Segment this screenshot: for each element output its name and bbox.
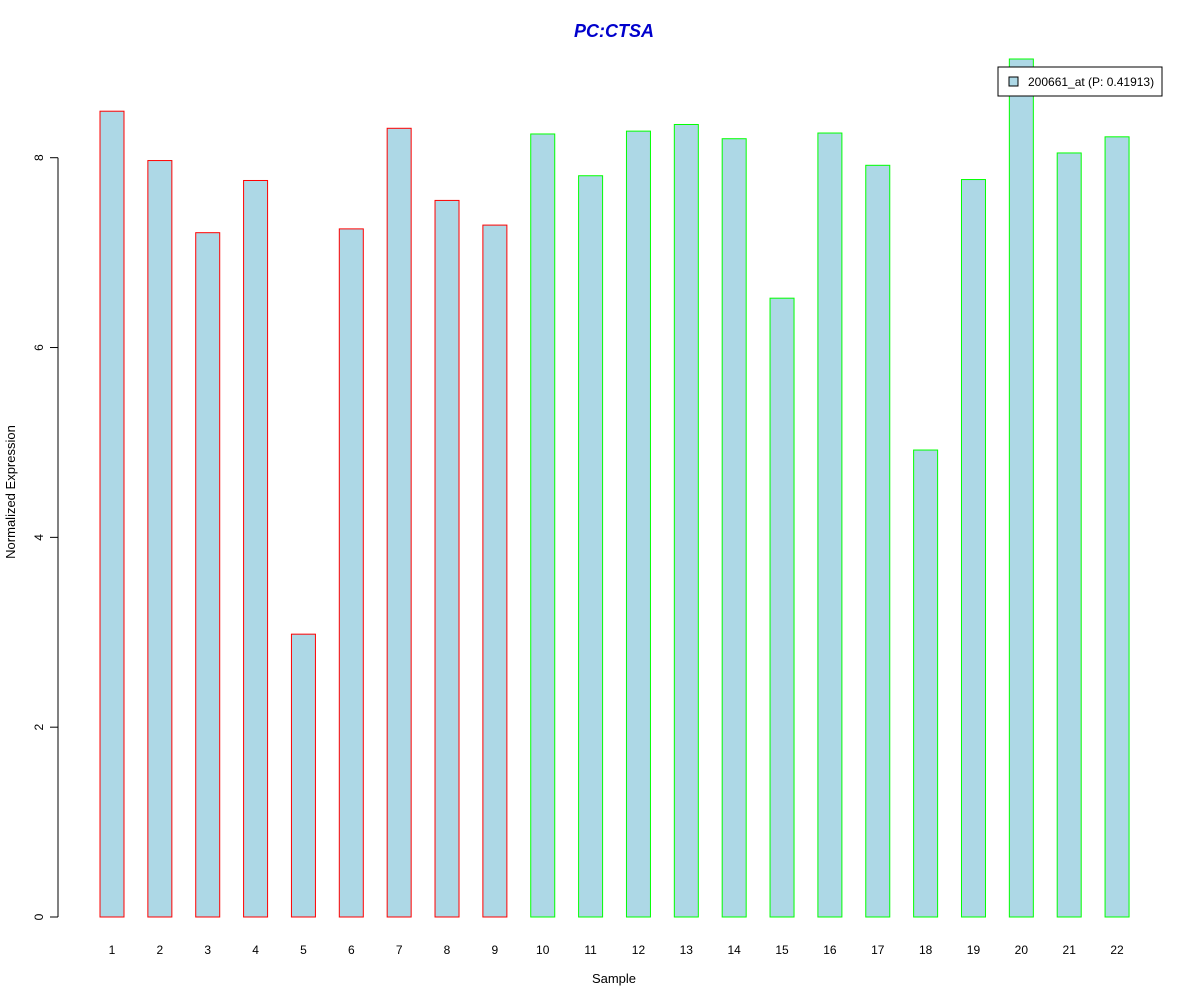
y-tick-label: 2: [32, 724, 46, 731]
bar-sample-8: [434, 199, 460, 918]
y-tick-label: 8: [32, 154, 46, 161]
bar-sample-13: [673, 123, 699, 918]
bar-sample-17: [865, 164, 891, 918]
x-tick-labels: 1 2 3 4 5 6 7 8 9 10 11 12 13 14 15 16 17 18 19 20 21 22: [109, 943, 1124, 957]
y-axis-title: Normalized Expression: [3, 425, 18, 559]
x-tick-label: 10: [536, 943, 550, 957]
chart-title: PC:CTSA: [574, 21, 654, 41]
bar-sample-18: [913, 449, 939, 918]
y-tick-label: 6: [32, 344, 46, 351]
x-axis-title: Sample: [592, 971, 636, 986]
legend-box: [997, 66, 1163, 97]
legend-label: 200661_at (P: 0.41913): [1028, 75, 1154, 89]
x-tick-label: 19: [967, 943, 981, 957]
x-tick-label: 21: [1063, 943, 1077, 957]
x-tick-label: 4: [252, 943, 259, 957]
bar-sample-20: [1008, 58, 1034, 918]
bar-sample-21: [1056, 152, 1082, 918]
bar-sample-22: [1104, 136, 1130, 918]
x-tick-label: 22: [1110, 943, 1124, 957]
bar-sample-1: [99, 110, 125, 918]
x-tick-label: 8: [444, 943, 451, 957]
x-tick-label: 13: [680, 943, 694, 957]
bar-sample-10: [530, 133, 556, 918]
bars-group: [99, 58, 1130, 918]
bar-sample-11: [578, 175, 604, 918]
x-tick-label: 15: [775, 943, 789, 957]
x-tick-label: 17: [871, 943, 885, 957]
bar-sample-5: [290, 633, 316, 918]
bar-sample-12: [625, 130, 651, 918]
x-tick-label: 3: [204, 943, 211, 957]
y-tick-label: 0: [32, 913, 46, 920]
x-tick-label: 7: [396, 943, 403, 957]
bar-sample-3: [195, 232, 221, 918]
x-tick-label: 2: [157, 943, 164, 957]
x-tick-label: 1: [109, 943, 116, 957]
x-tick-label: 14: [728, 943, 742, 957]
bar-sample-14: [721, 138, 747, 918]
y-axis: 0 2 4 6 8: [32, 154, 59, 920]
legend: 200661_at (P: 0.41913): [997, 66, 1163, 97]
bar-sample-16: [817, 132, 843, 918]
legend-swatch: [1008, 76, 1019, 87]
x-tick-label: 11: [584, 943, 597, 957]
bar-sample-9: [482, 224, 508, 918]
x-tick-label: 20: [1015, 943, 1029, 957]
bar-sample-2: [147, 160, 173, 918]
x-tick-label: 12: [632, 943, 646, 957]
x-tick-label: 18: [919, 943, 933, 957]
bar-sample-6: [338, 228, 364, 918]
x-tick-label: 9: [492, 943, 499, 957]
bar-sample-4: [243, 179, 269, 918]
x-tick-label: 16: [823, 943, 837, 957]
y-tick-label: 4: [32, 534, 46, 541]
x-tick-label: 6: [348, 943, 355, 957]
x-tick-label: 5: [300, 943, 307, 957]
bar-sample-19: [960, 179, 986, 918]
bar-sample-15: [769, 297, 795, 918]
bar-sample-7: [386, 127, 412, 918]
